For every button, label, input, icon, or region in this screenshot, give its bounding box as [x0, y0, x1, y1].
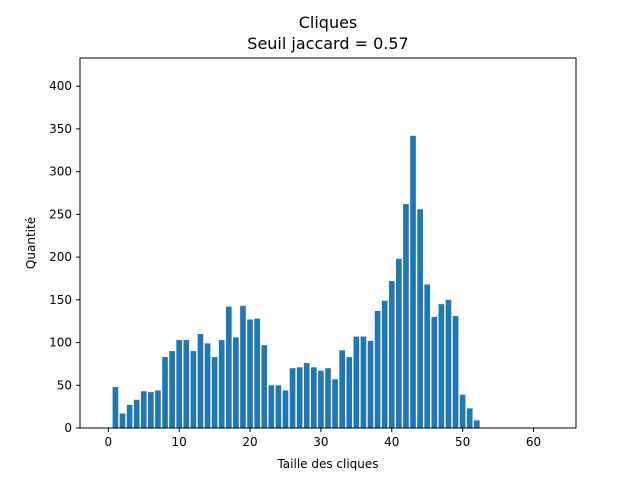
bar-12: [190, 351, 197, 428]
bar-41: [396, 258, 402, 428]
bar-17: [225, 306, 232, 428]
bar-20: [247, 319, 253, 428]
bar-49: [452, 316, 459, 428]
bar-37: [367, 340, 374, 428]
y-tick-label-400: 400: [49, 79, 72, 93]
bar-48: [445, 299, 452, 428]
bar-27: [296, 367, 303, 428]
bar-1: [112, 386, 119, 428]
bar-42: [403, 204, 409, 428]
bar-52: [473, 420, 480, 428]
bar-16: [218, 339, 225, 428]
bar-47: [438, 304, 445, 428]
x-tick-label-30: 30: [313, 435, 328, 449]
bar-35: [353, 336, 360, 428]
bar-32: [332, 379, 338, 428]
bar-30: [318, 370, 324, 428]
y-tick-label-200: 200: [49, 250, 72, 264]
y-tick-label-350: 350: [49, 122, 72, 136]
bar-45: [424, 284, 431, 428]
bar-8: [162, 357, 168, 428]
bar-38: [374, 310, 381, 428]
x-tick-label-40: 40: [384, 435, 399, 449]
x-tick-label-60: 60: [526, 435, 541, 449]
bar-9: [169, 351, 175, 428]
bar-33: [339, 350, 346, 428]
bar-29: [310, 367, 317, 428]
bar-28: [303, 363, 310, 428]
y-axis-label: Quantité: [24, 217, 38, 269]
bar-46: [431, 316, 438, 428]
bar-14: [204, 343, 211, 428]
y-tick-label-150: 150: [49, 293, 72, 307]
bar-13: [197, 334, 204, 428]
bar-26: [289, 368, 296, 428]
bar-18: [233, 337, 239, 428]
bar-39: [381, 300, 388, 428]
bars: [112, 135, 480, 428]
bar-15: [211, 357, 218, 428]
bar-10: [176, 339, 183, 428]
bar-34: [346, 357, 353, 428]
chart-title: Cliques: [299, 13, 358, 32]
plot-frame: [79, 57, 577, 429]
y-tick-label-50: 50: [57, 378, 72, 392]
bar-3: [126, 404, 133, 428]
x-axis-label: Taille des cliques: [276, 457, 378, 471]
bar-7: [155, 390, 161, 428]
bar-5: [140, 391, 147, 428]
bar-4: [133, 399, 140, 428]
y-tick-label-0: 0: [64, 421, 72, 435]
bar-50: [459, 394, 466, 428]
bar-31: [325, 368, 331, 428]
x-tick-label-20: 20: [242, 435, 257, 449]
x-tick-label-0: 0: [105, 435, 113, 449]
bar-23: [268, 385, 275, 428]
bar-44: [417, 209, 423, 428]
y-tick-label-100: 100: [49, 336, 72, 350]
bar-51: [466, 408, 473, 428]
y-axis-ticks: 0 50 100 150 200 250 300 350 400: [49, 79, 80, 435]
bar-21: [254, 318, 260, 428]
x-tick-label-50: 50: [455, 435, 470, 449]
bar-25: [282, 390, 289, 428]
bar-22: [261, 345, 268, 428]
y-tick-label-250: 250: [49, 207, 72, 221]
x-axis-ticks: 0 10 20 30 40 50 60: [105, 428, 541, 449]
bar-19: [240, 305, 246, 428]
bar-43: [410, 135, 416, 428]
chart-subtitle: Seuil jaccard = 0.57: [247, 34, 408, 53]
bar-2: [119, 413, 126, 428]
bar-36: [360, 336, 367, 428]
y-tick-label-300: 300: [49, 165, 72, 179]
bar-40: [388, 281, 395, 428]
bar-11: [183, 339, 190, 428]
bar-6: [148, 392, 154, 428]
x-tick-label-10: 10: [172, 435, 187, 449]
bar-24: [275, 385, 282, 428]
